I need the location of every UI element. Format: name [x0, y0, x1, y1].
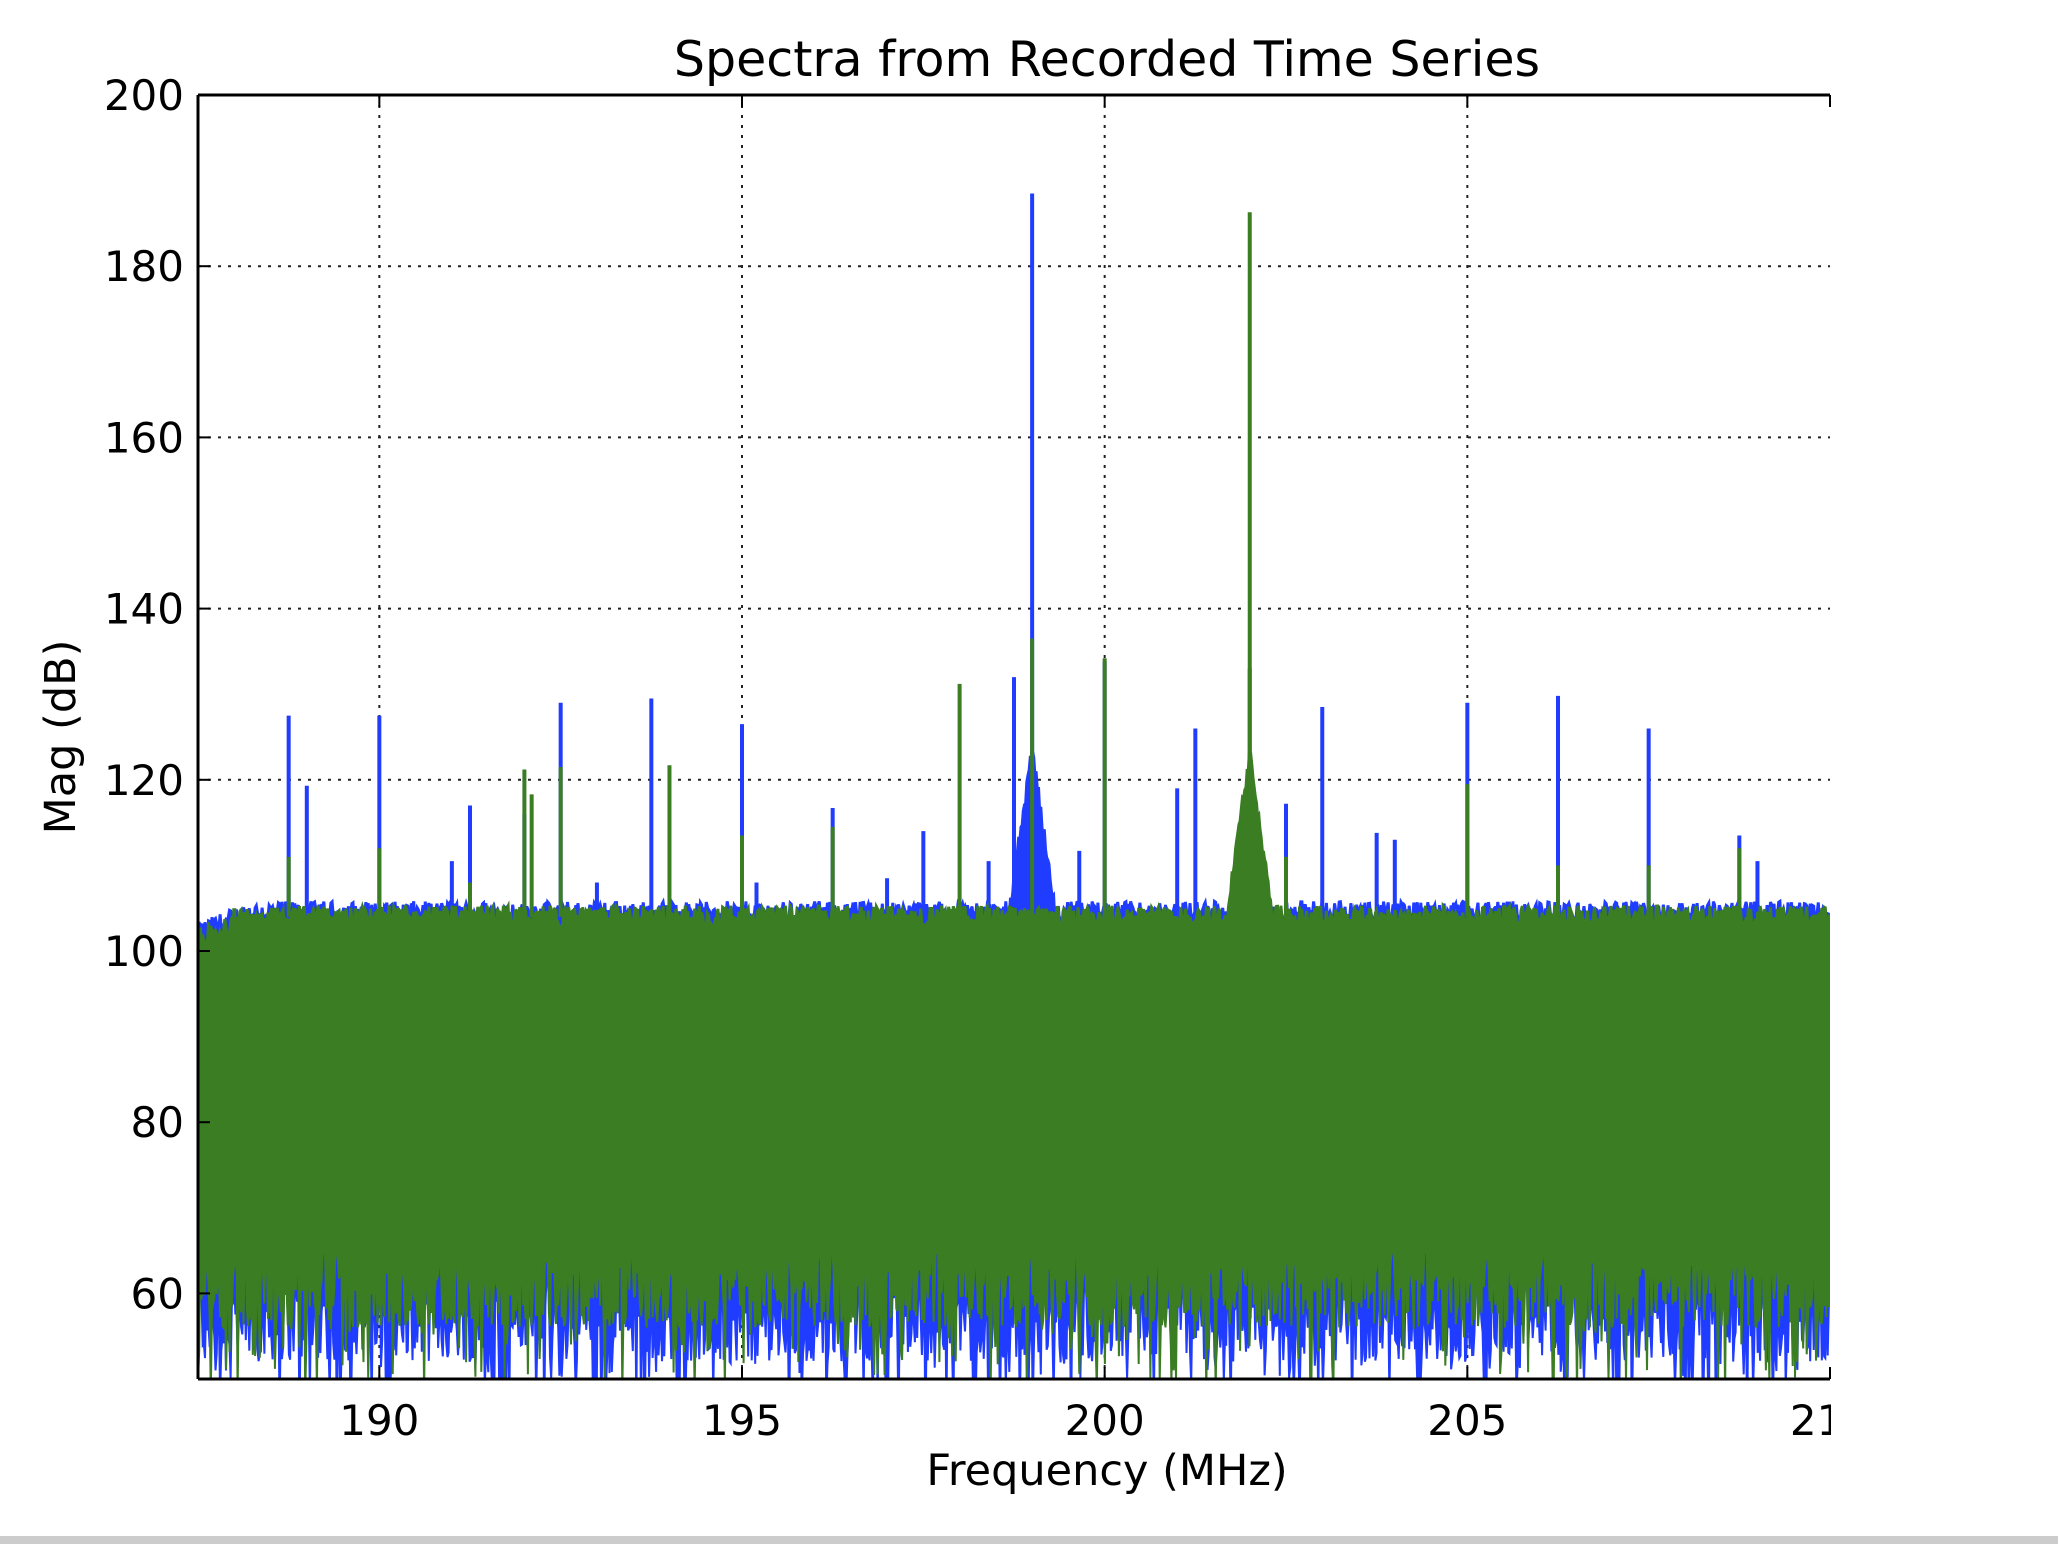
y-tick-label: 140 — [104, 585, 184, 634]
bottom-edge-strip — [0, 1536, 2058, 1544]
x-tick-label: 190 — [339, 1396, 419, 1445]
y-tick-label: 120 — [104, 756, 184, 805]
axes-frame — [196, 93, 1830, 1381]
x-axis-label: Frequency (MHz) — [926, 1446, 1287, 1496]
y-tick-label: 100 — [104, 927, 184, 976]
x-tick-label: 205 — [1427, 1396, 1507, 1445]
right-crop-mask — [1831, 1385, 2058, 1465]
y-tick-label: 200 — [104, 71, 184, 120]
series-2-trace — [198, 212, 1830, 1379]
y-tick-label: 180 — [104, 242, 184, 291]
y-tick-label: 80 — [131, 1098, 184, 1147]
x-tick-label: 195 — [702, 1396, 782, 1445]
chart-title: Spectra from Recorded Time Series — [674, 31, 1540, 88]
y-tick-label: 160 — [104, 413, 184, 462]
y-axis-label: Mag (dB) — [36, 640, 86, 835]
y-tick-label: 60 — [131, 1269, 184, 1318]
x-tick-label: 200 — [1065, 1396, 1145, 1445]
spectrum-traces — [198, 193, 1830, 1379]
